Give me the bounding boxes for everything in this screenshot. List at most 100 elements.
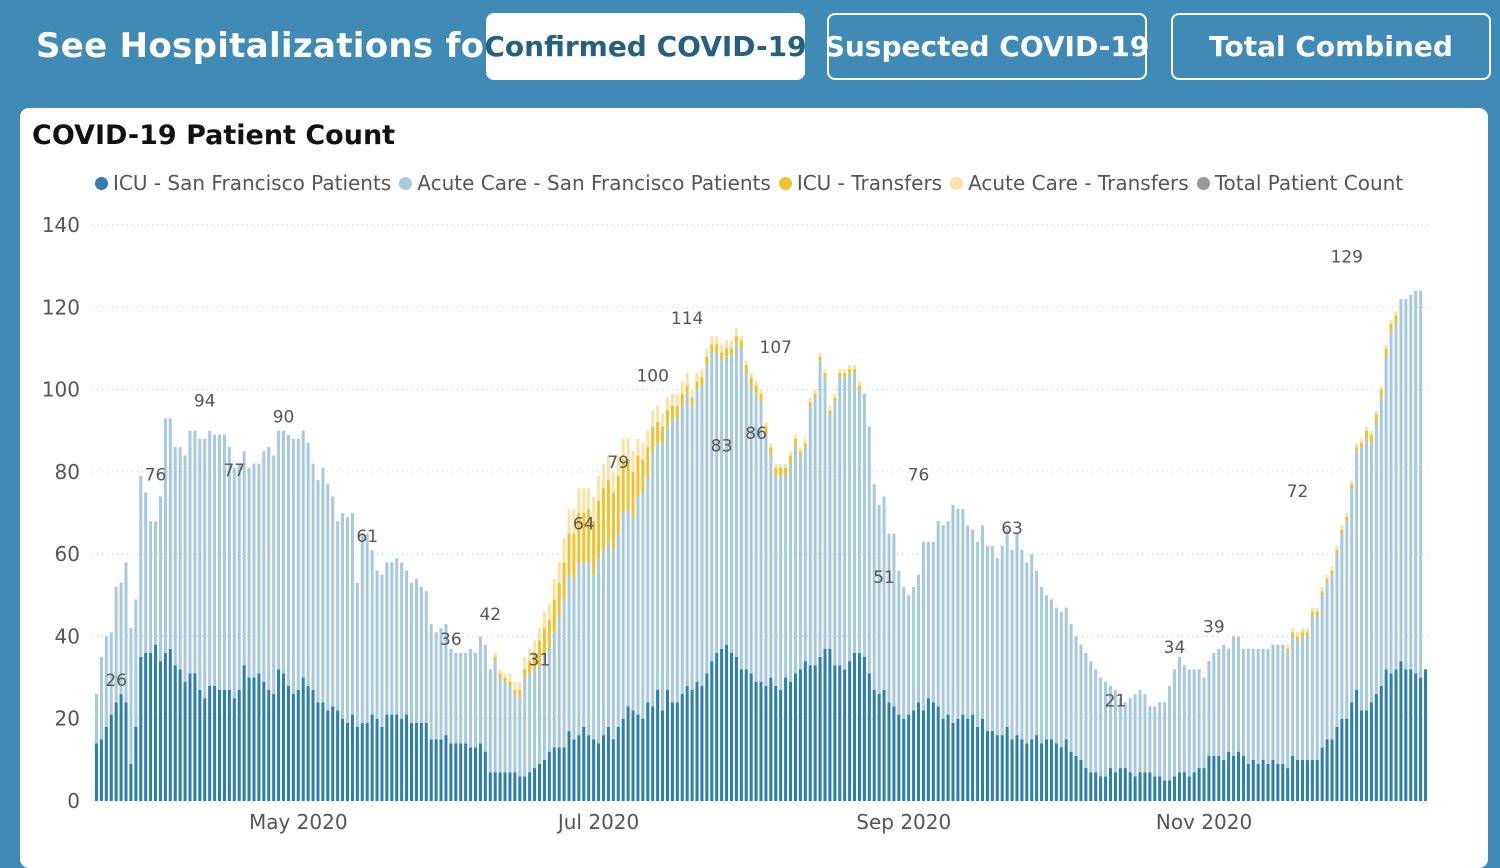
bar-segment xyxy=(759,389,763,394)
bar-segment xyxy=(1000,735,1004,801)
bar-segment xyxy=(94,743,98,801)
bar-segment xyxy=(784,475,788,678)
bar-segment xyxy=(232,698,236,801)
bar-segment xyxy=(1123,768,1127,801)
bar-segment xyxy=(1163,702,1167,781)
bar-segment xyxy=(518,689,522,699)
bar-segment xyxy=(848,369,852,374)
bar-segment xyxy=(488,772,492,801)
data-label: 31 xyxy=(529,650,551,670)
bar-segment xyxy=(1177,772,1181,801)
bar-segment xyxy=(405,714,409,801)
bar-segment xyxy=(562,562,566,600)
tab-suspected-covid[interactable]: Suspected COVID-19 xyxy=(825,13,1149,80)
data-label: 107 xyxy=(760,338,792,358)
legend-item-acute-transfers[interactable]: Acute Care - Transfers xyxy=(950,171,1189,195)
bar-segment xyxy=(661,426,665,444)
bar-segment xyxy=(193,673,197,801)
bar-segment xyxy=(695,381,699,390)
bar-segment xyxy=(616,533,620,727)
bar-segment xyxy=(281,430,286,674)
bar-segment xyxy=(990,545,994,732)
bar-segment xyxy=(518,776,522,801)
bar-segment xyxy=(498,677,502,773)
bar-segment xyxy=(1000,545,1004,736)
bar-segment xyxy=(828,414,832,649)
bar-segment xyxy=(473,747,478,801)
bar-segment xyxy=(749,673,753,801)
bar-segment xyxy=(1089,772,1093,801)
bar-segment xyxy=(897,570,901,715)
bar-segment xyxy=(567,508,571,534)
bar-segment xyxy=(296,438,300,690)
bar-segment xyxy=(528,661,532,674)
bar-segment xyxy=(1227,648,1231,752)
bar-segment xyxy=(1054,743,1058,801)
bar-segment xyxy=(951,722,955,801)
bar-segment xyxy=(1241,755,1245,801)
patient-count-chart: 0 20 40 60 80 100 120 140 May 2020 Jul 2020 Sep 20… xyxy=(42,213,1432,834)
bar-segment xyxy=(395,714,399,801)
bar-segment xyxy=(995,735,999,801)
bar-segment xyxy=(508,772,512,801)
bar-segment xyxy=(1315,615,1319,760)
bar-segment xyxy=(626,706,630,801)
legend-item-acute-sf[interactable]: Acute Care - San Francisco Patients xyxy=(399,171,771,195)
bar-segment xyxy=(710,336,714,345)
bar-segment xyxy=(621,718,625,801)
bar-segment xyxy=(705,348,709,357)
bar-segment xyxy=(587,508,591,563)
bar-segment xyxy=(547,603,551,620)
bar-segment xyxy=(1044,595,1049,740)
bar-segment xyxy=(301,677,305,801)
bar-segment xyxy=(1251,648,1255,760)
bar-segment xyxy=(877,504,881,695)
bar-segment xyxy=(690,397,694,407)
bar-segment xyxy=(720,360,724,649)
data-label: 51 xyxy=(873,568,895,588)
bar-segment xyxy=(985,731,989,801)
legend-item-total[interactable]: Total Patient Count xyxy=(1196,171,1403,195)
bar-segment xyxy=(277,430,281,670)
bar-segment xyxy=(774,685,778,801)
bar-segment xyxy=(429,624,433,740)
bar-segment xyxy=(803,447,807,662)
bar-segment xyxy=(1330,739,1334,801)
bar-segment xyxy=(380,726,384,801)
bar-segment xyxy=(552,632,556,748)
bar-segment xyxy=(1005,726,1009,801)
bar-segment xyxy=(119,582,123,695)
bar-segment xyxy=(621,513,625,719)
bar-segment xyxy=(1374,694,1378,801)
bar-segment xyxy=(1291,755,1295,801)
bar-segment xyxy=(1330,570,1334,575)
bar-segment xyxy=(582,513,586,563)
bar-segment xyxy=(390,562,394,715)
bar-segment xyxy=(1133,776,1137,801)
bar-segment xyxy=(1168,685,1172,781)
bar-segment xyxy=(665,410,669,427)
bar-segment xyxy=(144,492,148,653)
bar-segment xyxy=(606,455,610,481)
bar-segment xyxy=(513,689,517,695)
bar-segment xyxy=(1104,776,1108,801)
bar-segment xyxy=(921,541,925,711)
legend-item-icu-transfers[interactable]: ICU - Transfers xyxy=(778,171,942,195)
bar-segment xyxy=(1266,648,1270,764)
bar-segment xyxy=(661,710,665,801)
bar-segment xyxy=(1133,694,1137,777)
legend-item-icu-sf[interactable]: ICU - San Francisco Patients xyxy=(95,171,391,195)
bar-segment xyxy=(454,743,458,801)
bar-segment xyxy=(946,714,950,801)
bar-segment xyxy=(1389,319,1393,324)
bar-segment xyxy=(1360,443,1364,448)
bar-segment xyxy=(218,434,222,690)
bar-segment xyxy=(1099,776,1103,801)
bar-segment xyxy=(808,401,812,407)
data-label: 42 xyxy=(479,605,501,625)
tab-confirmed-covid[interactable]: Confirmed COVID-19 xyxy=(484,13,807,80)
tab-total-combined[interactable]: Total Combined xyxy=(1171,13,1491,80)
bar-segment xyxy=(1286,648,1290,653)
bar-segment xyxy=(1015,533,1019,736)
bar-segment xyxy=(508,681,512,686)
